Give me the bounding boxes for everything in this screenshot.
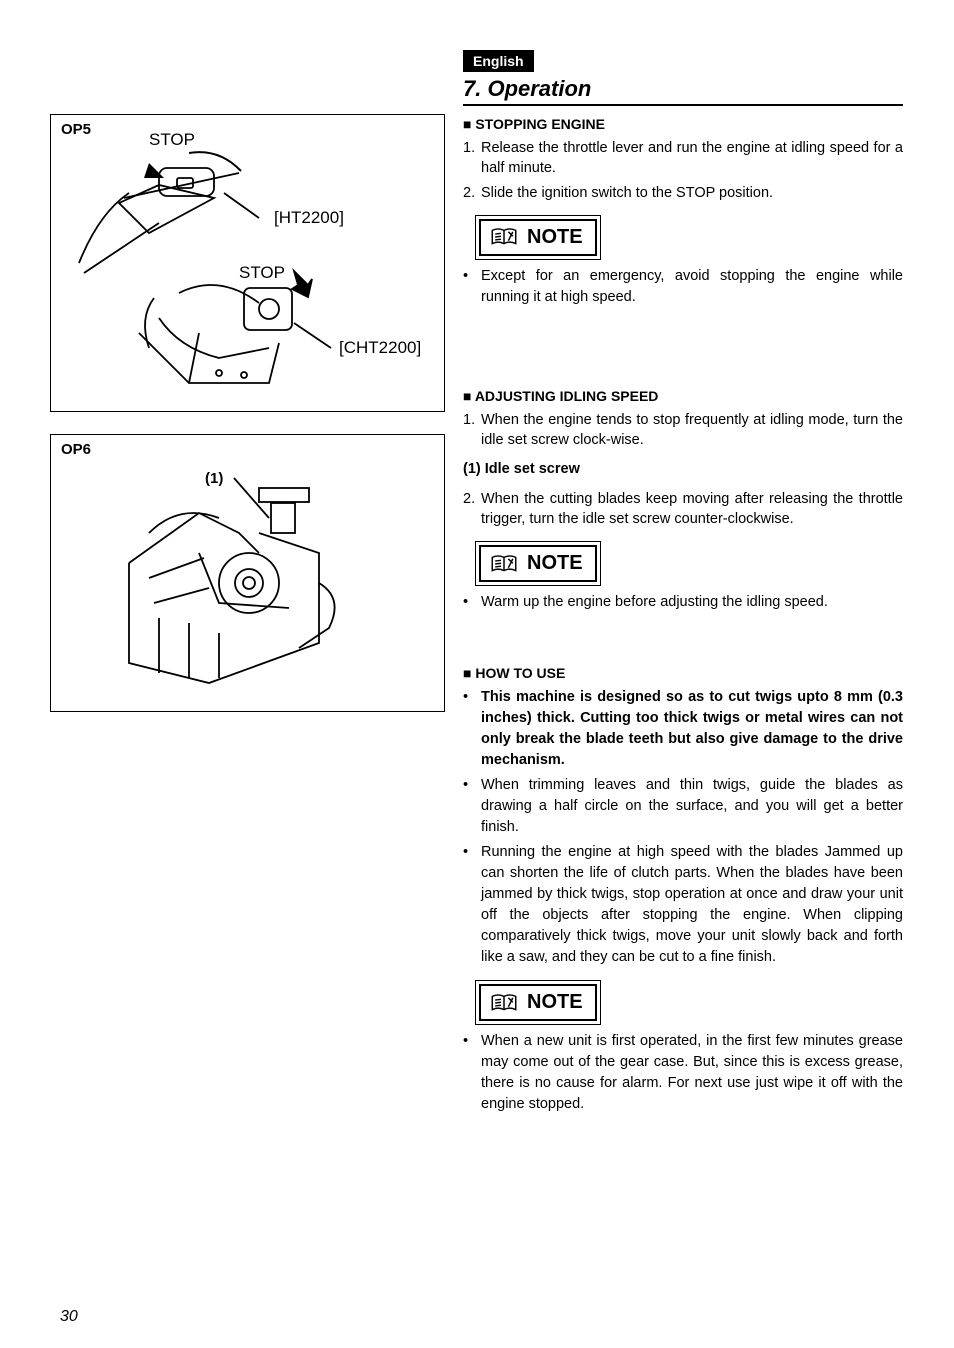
model-label-2: [CHT2200] — [339, 338, 421, 357]
idle-screw-ref: (1) Idle set screw — [463, 461, 903, 477]
book-icon — [489, 992, 519, 1014]
adjusting-item-2: 2.When the cutting blades keep moving af… — [463, 489, 903, 530]
stopping-item-2: 2.Slide the ignition switch to the STOP … — [463, 183, 903, 203]
stop-label-2: STOP — [239, 263, 285, 282]
left-column: OP5 STOP [HT2200] STOP — [50, 50, 445, 1119]
adjusting-heading: ■ ADJUSTING IDLING SPEED — [463, 388, 903, 404]
figure-op5: OP5 STOP [HT2200] STOP — [50, 114, 445, 412]
how-to-use-b2: •Running the engine at high speed with t… — [463, 842, 903, 968]
right-column: English 7. Operation ■ STOPPING ENGINE 1… — [463, 50, 903, 1119]
note-3-text: •When a new unit is first operated, in t… — [463, 1031, 903, 1115]
stopping-item-1: 1.Release the throttle lever and run the… — [463, 138, 903, 179]
book-icon — [489, 226, 519, 248]
op5-illustration: STOP [HT2200] STOP — [59, 123, 439, 403]
page-number: 30 — [60, 1308, 78, 1326]
model-label-1: [HT2200] — [274, 208, 344, 227]
note-label-3: NOTE — [527, 991, 583, 1014]
figure-tag-op6: OP6 — [61, 441, 91, 458]
adjusting-item-1: 1.When the engine tends to stop frequent… — [463, 410, 903, 451]
book-icon — [489, 553, 519, 575]
op6-illustration: (1) — [59, 443, 439, 703]
figure-op6: OP6 (1) — [50, 434, 445, 712]
note-label-2: NOTE — [527, 552, 583, 575]
language-badge: English — [463, 50, 534, 72]
section-title: 7. Operation — [463, 76, 903, 106]
callout-1: (1) — [205, 470, 223, 487]
note-label-1: NOTE — [527, 226, 583, 249]
how-to-use-b1: •When trimming leaves and thin twigs, gu… — [463, 775, 903, 838]
stop-label-1: STOP — [149, 130, 195, 149]
note-1-text: •Except for an emergency, avoid stopping… — [463, 266, 903, 308]
stopping-engine-heading: ■ STOPPING ENGINE — [463, 116, 903, 132]
how-to-use-bold: •This machine is designed so as to cut t… — [463, 687, 903, 771]
how-to-use-heading: ■ HOW TO USE — [463, 665, 903, 681]
note-2-text: •Warm up the engine before adjusting the… — [463, 592, 903, 613]
note-box-3: NOTE — [479, 984, 597, 1021]
note-box-1: NOTE — [479, 219, 597, 256]
note-box-2: NOTE — [479, 545, 597, 582]
figure-tag-op5: OP5 — [61, 121, 91, 138]
